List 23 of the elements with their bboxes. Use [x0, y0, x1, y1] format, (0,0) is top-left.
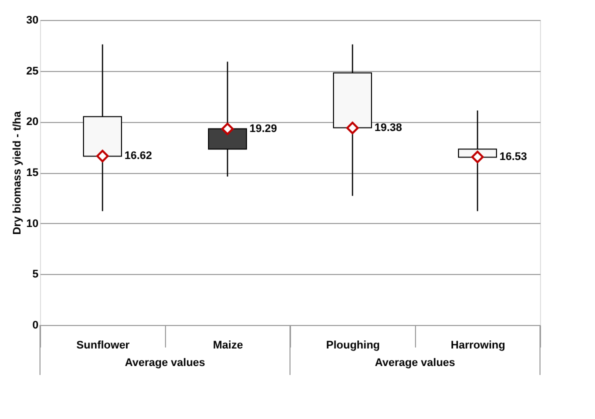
point: [96, 150, 109, 162]
y-tick-label: 15: [26, 167, 38, 179]
y-tick-label: 25: [26, 65, 38, 78]
x-tick-label: Ploughing: [326, 340, 380, 352]
data-label: 19.29: [250, 122, 278, 135]
text: Average values: [374, 357, 456, 369]
y-axis-title: Dry biomass yield - t/ha: [11, 110, 24, 235]
x-tick-label: Harrowing: [450, 340, 506, 352]
x-tick-label: Maize: [213, 340, 243, 352]
y-tick-label: 30: [26, 14, 38, 26]
x-tick-label: Sunflower: [76, 340, 130, 352]
point: [471, 150, 484, 164]
point: [346, 122, 359, 134]
y-tick-label: 20: [26, 116, 38, 128]
y-tick-label: 10: [26, 218, 38, 230]
data-label: 16.53: [500, 150, 528, 163]
point: [221, 122, 234, 136]
candlestick: [208, 61, 247, 178]
y-tick-label: 0: [32, 320, 38, 332]
text: Average values: [124, 357, 206, 369]
data-label: 16.62: [124, 150, 152, 162]
y-tick-label: 5: [32, 268, 38, 281]
data-label: 19.38: [374, 122, 402, 134]
